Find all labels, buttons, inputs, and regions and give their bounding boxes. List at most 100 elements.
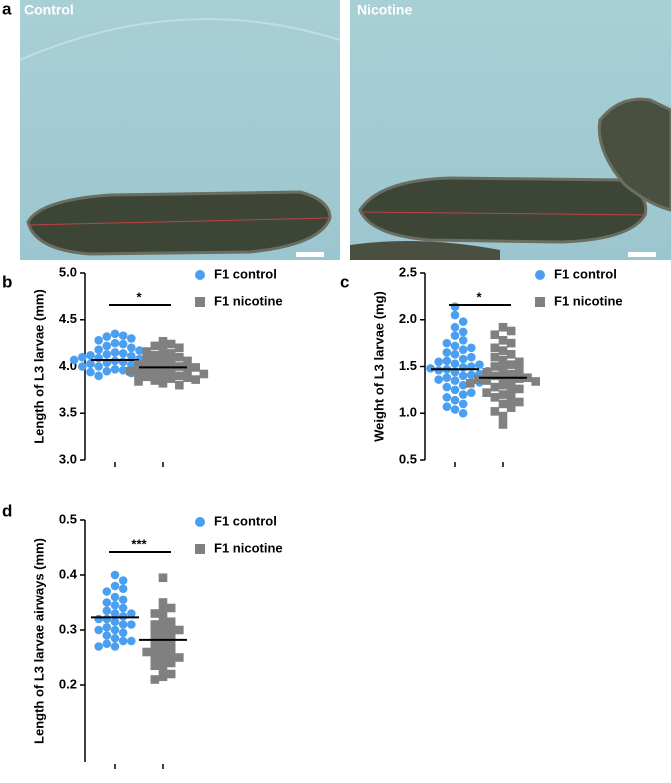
data-point <box>118 365 128 375</box>
data-point <box>458 345 468 354</box>
data-point <box>94 642 103 651</box>
data-point <box>110 592 120 602</box>
data-point <box>450 395 460 405</box>
data-point <box>118 576 128 585</box>
data-point <box>94 336 103 345</box>
data-point <box>127 360 136 369</box>
legend-label: F1 control <box>554 266 617 281</box>
data-point <box>142 347 151 356</box>
data-point <box>166 365 176 375</box>
panel-label: c <box>340 272 349 291</box>
data-point <box>158 639 168 649</box>
data-point <box>86 350 95 360</box>
y-tick-label: 2.5 <box>399 264 417 279</box>
data-point <box>450 341 460 351</box>
y-tick-label: 1.5 <box>399 358 417 373</box>
y-tick-label: 0.5 <box>59 511 77 526</box>
data-point <box>458 327 468 337</box>
data-point <box>102 631 112 640</box>
data-point <box>135 346 144 355</box>
data-point <box>498 322 508 332</box>
data-point <box>102 606 112 616</box>
y-tick-label: 4.5 <box>59 311 77 326</box>
data-point <box>467 343 476 353</box>
data-point <box>498 380 508 390</box>
data-point <box>69 355 79 365</box>
data-point <box>158 672 168 682</box>
data-point <box>183 365 192 374</box>
data-point <box>110 617 120 627</box>
data-point <box>482 376 491 385</box>
data-point <box>442 393 452 402</box>
data-point <box>166 633 176 643</box>
legend-marker <box>535 297 545 307</box>
data-point <box>183 373 192 383</box>
data-point <box>175 343 184 353</box>
data-point <box>94 353 103 363</box>
data-point <box>458 354 468 364</box>
data-point <box>150 628 160 638</box>
data-point <box>110 365 120 374</box>
data-point <box>450 385 460 395</box>
legend-marker <box>535 270 545 280</box>
data-point <box>118 595 128 605</box>
data-point <box>191 375 200 384</box>
y-tick-label: 0.5 <box>399 451 417 466</box>
data-point <box>490 352 500 362</box>
data-point <box>142 355 151 365</box>
data-point <box>175 380 184 390</box>
data-point <box>110 329 120 339</box>
data-point <box>102 639 112 649</box>
data-point <box>450 331 460 340</box>
data-point <box>158 664 168 673</box>
legend-label: F1 control <box>214 513 277 528</box>
y-tick-label: 2.0 <box>399 311 417 326</box>
data-point <box>498 399 508 409</box>
data-point <box>523 373 532 383</box>
y-tick-label: 3.0 <box>59 451 77 466</box>
y-tick-label: 0.2 <box>59 676 77 691</box>
data-point <box>150 661 160 671</box>
data-point <box>110 570 120 580</box>
data-point <box>150 341 160 351</box>
data-point <box>426 364 435 373</box>
data-point <box>183 356 192 366</box>
data-point <box>175 352 184 362</box>
y-tick-label: 1.0 <box>399 405 417 420</box>
data-point <box>506 338 516 348</box>
data-point <box>175 653 184 662</box>
data-point <box>458 371 468 381</box>
data-point <box>127 334 136 343</box>
data-point <box>515 397 524 407</box>
data-point <box>498 411 508 421</box>
data-point <box>94 362 103 371</box>
data-point <box>94 371 103 381</box>
data-point <box>110 633 120 643</box>
data-point <box>110 581 120 591</box>
data-point <box>150 376 160 385</box>
y-axis-label: Length of L3 larvae (mm) <box>31 289 46 444</box>
data-point <box>94 625 103 635</box>
data-point <box>150 350 160 360</box>
data-point <box>166 349 176 358</box>
data-point <box>490 371 500 381</box>
data-point <box>490 343 500 353</box>
data-point <box>86 359 95 368</box>
data-point <box>506 378 516 387</box>
data-point <box>458 390 468 399</box>
data-point <box>490 393 500 402</box>
legend-marker <box>195 517 205 527</box>
data-point <box>450 376 460 385</box>
data-point <box>127 620 136 629</box>
data-point <box>150 609 160 618</box>
data-point <box>142 647 151 657</box>
data-point <box>458 380 468 390</box>
panel-label: b <box>2 272 12 291</box>
significance-label: *** <box>131 536 147 551</box>
data-point <box>467 388 476 397</box>
data-point <box>458 336 468 345</box>
data-point <box>450 322 460 332</box>
data-point <box>515 365 524 375</box>
data-point <box>506 403 516 412</box>
